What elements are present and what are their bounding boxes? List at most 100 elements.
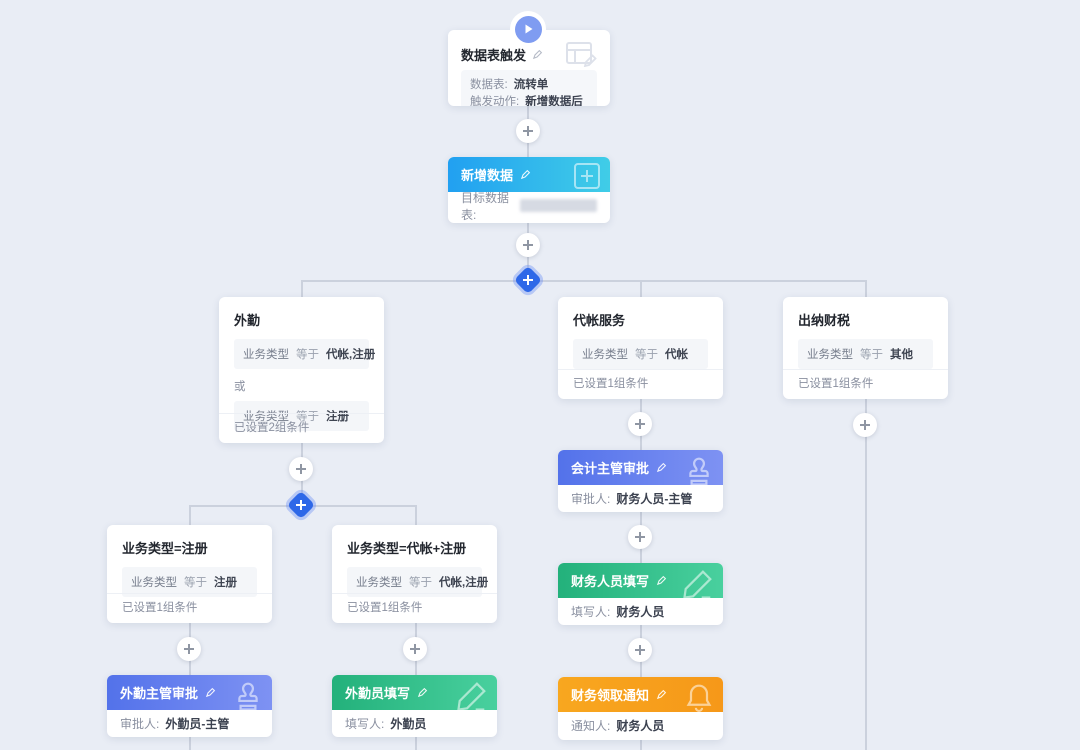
add-node-button[interactable]	[853, 413, 877, 437]
condition-pill: 业务类型 等于 代帐,注册	[234, 339, 375, 369]
add-node-button[interactable]	[628, 525, 652, 549]
condition-operator: 等于	[635, 349, 658, 361]
field-label: 数据表:	[470, 79, 508, 91]
node-title: 财务人员填写	[571, 574, 650, 589]
play-icon	[514, 15, 542, 43]
connector-line	[865, 399, 867, 750]
node-branch-waiqin[interactable]: 外勤 业务类型 等于 代帐,注册 或 业务类型 等于 注册 已设置2组条件	[219, 297, 384, 443]
add-node-button[interactable]	[628, 638, 652, 662]
condition-value: 注册	[326, 411, 349, 423]
condition-value: 其他	[890, 349, 913, 361]
connector-line	[415, 737, 417, 750]
field-value: 流转单	[513, 79, 549, 91]
connector-line	[415, 505, 417, 526]
node-notify-caiwu[interactable]: 财务领取通知 通知人: 财务人员	[558, 677, 723, 740]
add-node-button[interactable]	[289, 457, 313, 481]
node-title: 数据表触发	[461, 47, 527, 63]
connector-line	[301, 280, 303, 298]
condition-value: 代帐	[665, 349, 688, 361]
condition-summary: 已设置1组条件	[783, 369, 948, 399]
pencil-icon	[683, 570, 712, 599]
condition-operator: 等于	[296, 349, 319, 361]
field-value: 财务人员	[616, 719, 665, 733]
table-edit-icon	[566, 42, 597, 67]
field-label: 填写人:	[571, 605, 611, 619]
connector-line	[640, 740, 642, 750]
add-node-button[interactable]	[403, 637, 427, 661]
edit-icon[interactable]	[656, 575, 667, 586]
node-fill-waiqin[interactable]: 外勤员填写 填写人: 外勤员	[332, 675, 497, 737]
condition-field: 业务类型	[243, 349, 289, 361]
stamp-icon	[238, 682, 258, 711]
node-branch-daizhang[interactable]: 代帐服务 业务类型 等于 代帐 已设置1组条件	[558, 297, 723, 399]
redacted-value	[520, 199, 597, 212]
node-branch-daizhang-zhuce[interactable]: 业务类型=代帐+注册 业务类型 等于 代帐,注册 已设置1组条件	[332, 525, 497, 623]
condition-field: 业务类型	[807, 349, 853, 361]
run-trigger-button[interactable]	[510, 11, 546, 47]
add-node-button[interactable]	[516, 119, 540, 143]
node-title: 新增数据	[461, 168, 514, 183]
edit-icon[interactable]	[417, 687, 428, 698]
condition-summary: 已设置1组条件	[107, 593, 272, 623]
plus-square-icon	[574, 163, 600, 189]
node-add-data[interactable]: 新增数据 目标数据表:	[448, 157, 610, 223]
node-branch-zhuce[interactable]: 业务类型=注册 业务类型 等于 注册 已设置1组条件	[107, 525, 272, 623]
field-label: 审批人:	[571, 492, 611, 506]
condition-value: 代帐,注册	[439, 577, 489, 589]
edit-icon[interactable]	[656, 462, 667, 473]
connector-line	[865, 280, 867, 298]
trigger-config-box: 数据表: 流转单 触发动作: 新增数据后	[461, 70, 597, 106]
add-node-button[interactable]	[516, 233, 540, 257]
condition-operator: 等于	[184, 577, 207, 589]
condition-summary: 已设置2组条件	[219, 413, 384, 443]
node-approve-waiqin[interactable]: 外勤主管审批 审批人: 外勤员-主管	[107, 675, 272, 737]
condition-field: 业务类型	[582, 349, 628, 361]
node-title: 财务领取通知	[571, 688, 650, 703]
field-value: 新增数据后	[525, 96, 583, 106]
connector-line	[301, 280, 867, 282]
condition-pill: 业务类型 等于 注册	[122, 567, 257, 597]
edit-icon[interactable]	[532, 49, 543, 60]
edit-icon[interactable]	[520, 169, 531, 180]
stamp-icon	[689, 457, 709, 486]
add-node-button[interactable]	[628, 412, 652, 436]
bell-icon	[686, 684, 712, 712]
branch-split-button[interactable]	[286, 490, 316, 520]
plus-icon	[291, 495, 311, 515]
node-title: 会计主管审批	[571, 461, 650, 476]
condition-operator: 等于	[860, 349, 883, 361]
node-approve-kuaiji[interactable]: 会计主管审批 审批人: 财务人员-主管	[558, 450, 723, 512]
field-label: 审批人:	[120, 717, 160, 731]
condition-value: 代帐,注册	[326, 349, 376, 361]
pencil-icon	[457, 682, 486, 711]
connector-line	[189, 505, 191, 526]
condition-field: 业务类型	[243, 411, 289, 423]
add-node-button[interactable]	[177, 637, 201, 661]
edit-icon[interactable]	[205, 687, 216, 698]
condition-field: 业务类型	[131, 577, 177, 589]
field-label: 触发动作:	[470, 96, 520, 106]
field-label: 填写人:	[345, 717, 385, 731]
node-branch-chuna[interactable]: 出纳财税 业务类型 等于 其他 已设置1组条件	[783, 297, 948, 399]
node-title: 业务类型=代帐+注册	[347, 541, 467, 556]
branch-split-button[interactable]	[513, 265, 543, 295]
plus-icon	[518, 270, 538, 290]
condition-summary: 已设置1组条件	[558, 369, 723, 399]
node-title: 代帐服务	[573, 313, 626, 328]
condition-value: 注册	[214, 577, 237, 589]
field-value: 外勤员	[390, 717, 427, 731]
condition-summary: 已设置1组条件	[332, 593, 497, 623]
condition-pill: 业务类型 等于 代帐,注册	[347, 567, 488, 597]
node-title: 外勤	[234, 313, 261, 328]
connector-line	[189, 737, 191, 750]
field-value: 财务人员-主管	[616, 492, 693, 506]
condition-field: 业务类型	[356, 577, 402, 589]
condition-pill: 业务类型 等于 其他	[798, 339, 933, 369]
node-title: 外勤员填写	[345, 686, 411, 701]
node-title: 外勤主管审批	[120, 686, 199, 701]
field-value: 财务人员	[616, 605, 665, 619]
field-label: 通知人:	[571, 719, 611, 733]
node-fill-caiwu[interactable]: 财务人员填写 填写人: 财务人员	[558, 563, 723, 625]
edit-icon[interactable]	[656, 689, 667, 700]
